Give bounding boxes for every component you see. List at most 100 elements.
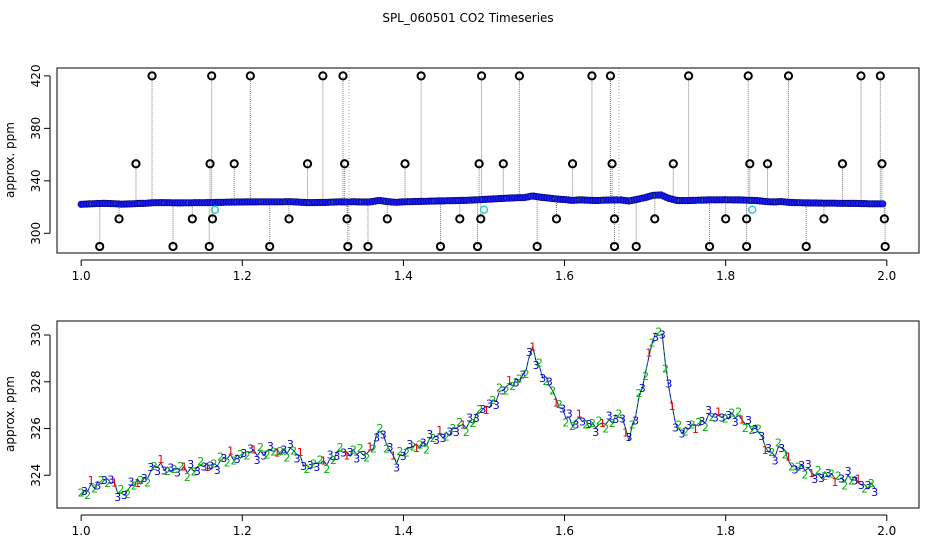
top-y-tick-label: 340 [29,169,43,192]
outlier-point [455,214,465,224]
series-marker: 2 [144,476,151,489]
series-marker: 3 [672,421,679,434]
outlier-point [400,159,410,169]
series-marker: 2 [868,477,875,490]
series-marker: 3 [147,461,154,474]
series-marker: 3 [300,460,307,473]
outlier-point [187,214,197,224]
outlier-point [609,241,620,252]
series-marker: 2 [264,449,271,462]
bottom-y-tick-label: 330 [29,324,43,347]
series-marker: 2 [709,411,716,424]
series-marker: 2 [662,362,669,375]
series-marker: 2 [443,430,450,443]
series-marker: 3 [745,414,752,427]
series-marker: 2 [748,424,755,437]
series-marker: 3 [606,410,613,423]
series-marker: 2 [410,440,417,453]
outlier-point [875,71,885,81]
series-marker: 3 [592,426,599,439]
series-marker: 1 [320,455,327,468]
series-marker: 3 [526,346,533,359]
top-y-axis: 300 340 380 420 [29,64,51,245]
series-marker: 3 [473,412,480,425]
series-marker: 1 [367,440,374,453]
top-plot-area [77,68,890,253]
series-marker: 2 [463,426,470,439]
series-marker: 3 [433,434,440,447]
bottom-x-axis: 1.0 1.2 1.4 1.6 1.8 2.0 [72,514,896,538]
series-marker: 1 [622,427,629,440]
series-marker: 2 [376,422,383,435]
bottom-y-tick-label: 328 [29,370,43,393]
baseline-point [879,200,887,208]
series-marker: 3 [865,479,872,492]
outlier-point [742,241,752,252]
outlier-point [683,71,694,81]
series-marker: 3 [652,331,659,344]
outlier-point [302,159,313,169]
series-marker: 2 [244,450,251,463]
bottom-x-tick-label: 1.4 [394,524,413,538]
series-marker: 3 [712,411,719,424]
outlier-point [207,214,218,224]
outlier-point [382,214,392,224]
series-marker: 2 [609,417,616,430]
series-marker: 2 [768,446,775,459]
series-marker: 3 [758,430,765,443]
series-marker: 3 [838,472,845,485]
series-marker: 3 [486,398,493,411]
series-marker: 2 [509,380,516,393]
series-marker: 2 [210,457,217,470]
series-marker: 1 [552,396,559,409]
series-marker: 3 [825,467,832,480]
series-marker: 3 [161,464,168,477]
series-marker: 3 [699,415,706,428]
series-marker: 1 [576,408,583,421]
series-marker: 3 [340,446,347,459]
series-line-2 [80,332,876,497]
series-marker: 3 [360,449,367,462]
series-marker: 2 [642,370,649,383]
series-marker: 3 [566,407,573,420]
series-marker: 2 [489,394,496,407]
cyan-point [210,205,220,214]
outlier-point [318,71,328,81]
bottom-x-tick-label: 1.6 [555,524,574,538]
series-marker: 3 [101,474,108,487]
series-marker: 1 [413,442,420,455]
series-marker: 2 [795,460,802,473]
outlier-point [343,241,353,252]
bottom-x-tick-label: 1.8 [716,524,735,538]
series-marker: 2 [616,407,623,420]
outlier-point [147,71,157,81]
outlier-point [631,241,641,252]
series-marker: 1 [111,476,118,489]
series-marker: 2 [290,445,297,458]
series-marker: 3 [167,462,174,475]
series-marker: 3 [440,432,447,445]
figure-title: SPL_060501 CO2 Timeseries [382,11,553,25]
outlier-point [532,241,542,252]
series-marker: 3 [114,491,121,504]
bottom-y-tick-label: 326 [29,417,43,440]
series-marker: 2 [363,452,370,465]
series-marker: 2 [191,465,198,478]
series-marker: 3 [732,416,739,429]
series-marker: 3 [420,436,427,449]
outlier-point [567,159,578,169]
bottom-y-axis-label: approx. ppm [3,376,17,452]
series-marker: 1 [738,414,745,427]
series-marker: 3 [121,489,128,502]
bottom-panel: 2321232323132323212323231323232123232313… [3,320,920,538]
series-marker: 1 [181,460,188,473]
outlier-point [416,71,426,81]
outlier-point [340,159,350,169]
series-marker: 2 [649,337,656,350]
series-marker: 3 [260,449,267,462]
outlier-point [245,71,255,81]
series-marker: 2 [151,460,158,473]
series-marker: 3 [333,450,340,463]
series-marker: 2 [675,419,682,432]
series-marker: 1 [692,423,699,436]
